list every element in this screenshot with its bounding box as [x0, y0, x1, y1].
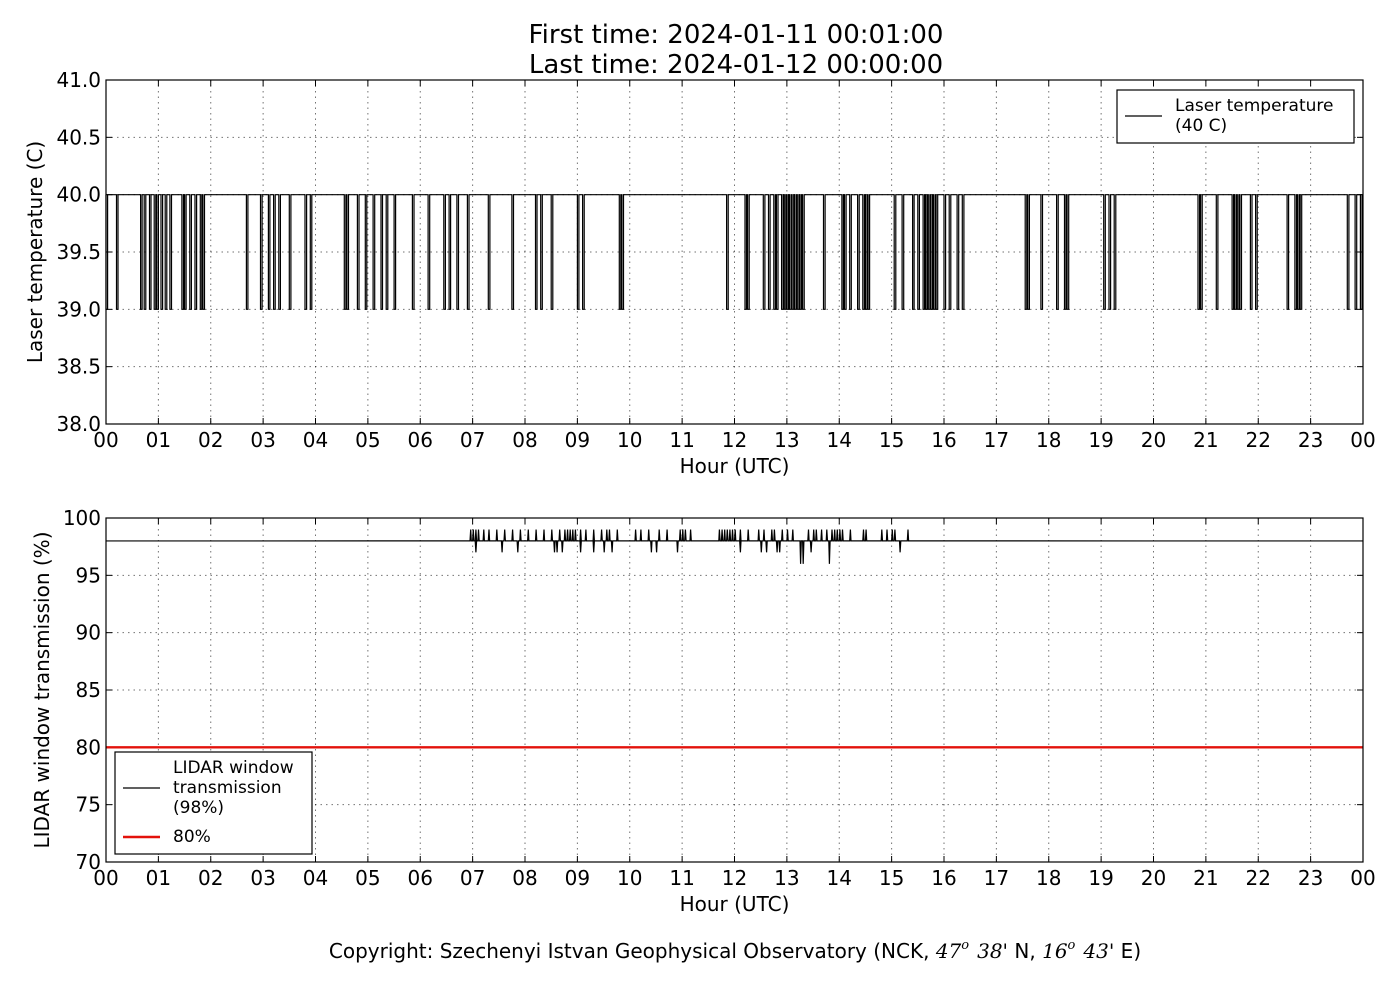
x-tick-label: 15 — [879, 866, 904, 890]
latitude-degree-symbol: o — [961, 938, 969, 953]
x-tick-label: 05 — [355, 866, 380, 890]
chart-title-line-2: Last time: 2024-01-12 00:00:00 — [529, 50, 943, 80]
y-tick-label: 39.5 — [56, 240, 101, 264]
latitude-degrees: 47 — [935, 939, 962, 963]
x-tick-label: 01 — [146, 428, 171, 452]
x-tick-label: 00 — [93, 428, 118, 452]
x-tick-label: 02 — [198, 866, 223, 890]
y-tick-label: 38.5 — [56, 355, 101, 379]
y-axis-label: LIDAR window transmission (%) — [30, 532, 54, 849]
x-tick-label: 14 — [827, 866, 852, 890]
x-tick-label: 16 — [931, 428, 956, 452]
x-tick-label: 18 — [1036, 428, 1061, 452]
plot-frame — [105, 517, 1364, 863]
legend-entry-label: 80% — [173, 827, 211, 847]
x-tick-label: 20 — [1141, 428, 1166, 452]
y-tick-label: 90 — [76, 621, 101, 645]
legend-entry-label: LIDAR window transmission (98%) — [173, 758, 294, 818]
x-tick-label: 18 — [1036, 866, 1061, 890]
x-tick-label: 08 — [512, 866, 537, 890]
latitude-minutes: 38' — [977, 939, 1008, 963]
x-tick-label: 11 — [669, 866, 694, 890]
laser-temperature-line — [105, 194, 1364, 310]
x-tick-label: 16 — [931, 866, 956, 890]
plot-frame — [105, 79, 1364, 425]
x-tick-label: 20 — [1141, 866, 1166, 890]
y-tick-label: 40.0 — [56, 183, 101, 207]
x-tick-label: 03 — [250, 866, 275, 890]
x-tick-label: 04 — [303, 866, 328, 890]
y-tick-label: 85 — [76, 678, 101, 702]
x-tick-label: 02 — [198, 428, 223, 452]
copyright-prefix: Copyright: Szechenyi Istvan Geophysical … — [329, 939, 936, 963]
x-tick-label: 21 — [1193, 866, 1218, 890]
x-tick-label: 22 — [1246, 866, 1271, 890]
y-tick-label: 80 — [76, 735, 101, 759]
x-tick-label: 09 — [565, 428, 590, 452]
lidar-transmission-panel: 00 01 02 03 04 05 06 07 08 09 10 11 12 13 14 15 16 17 18 19… — [30, 506, 1376, 916]
y-tick-label: 100 — [63, 506, 101, 530]
longitude-suffix: E) — [1114, 939, 1141, 963]
x-tick-label: 21 — [1193, 428, 1218, 452]
x-tick-label: 00 — [1350, 428, 1375, 452]
y-tick-label: 40.5 — [56, 125, 101, 149]
copyright-footer: Copyright: Szechenyi Istvan Geophysical … — [329, 938, 1141, 963]
x-tick-label: 04 — [303, 428, 328, 452]
x-tick-label: 14 — [827, 428, 852, 452]
x-tick-label: 07 — [460, 866, 485, 890]
x-tick-label: 23 — [1298, 866, 1323, 890]
x-tick-label: 08 — [512, 428, 537, 452]
x-tick-label: 00 — [93, 866, 118, 890]
x-tick-label: 09 — [565, 866, 590, 890]
x-tick-label: 15 — [879, 428, 904, 452]
x-tick-label: 19 — [1088, 866, 1113, 890]
x-tick-label: 17 — [984, 866, 1009, 890]
x-tick-label: 06 — [408, 428, 433, 452]
y-tick-label: 39.0 — [56, 297, 101, 321]
x-axis-label: Hour (UTC) — [680, 454, 790, 478]
y-tick-label: 95 — [76, 563, 101, 587]
x-tick-label: 05 — [355, 428, 380, 452]
x-tick-label: 23 — [1298, 428, 1323, 452]
lidar-transmission-line — [105, 529, 1364, 564]
chart-title-line-1: First time: 2024-01-11 00:01:00 — [529, 20, 944, 50]
y-tick-label: 75 — [76, 793, 101, 817]
y-tick-label: 41.0 — [56, 68, 101, 92]
y-tick-label: 70 — [76, 850, 101, 874]
x-tick-label: 22 — [1246, 428, 1271, 452]
longitude-degree-symbol: o — [1068, 938, 1076, 953]
x-tick-label: 06 — [408, 866, 433, 890]
x-tick-label: 12 — [722, 866, 747, 890]
legend-entry-label: Laser temperature (40 C) — [1175, 96, 1333, 136]
x-tick-label: 10 — [617, 866, 642, 890]
x-tick-label: 03 — [250, 428, 275, 452]
longitude-minutes: 43' — [1082, 939, 1114, 963]
laser-temperature-panel: 00 01 02 03 04 05 06 07 08 09 10 11 12 13 14 15 16 17 18 19… — [23, 68, 1376, 478]
x-tick-label: 13 — [774, 866, 799, 890]
x-tick-label: 01 — [146, 866, 171, 890]
latitude-suffix: N, — [1008, 939, 1042, 963]
x-tick-label: 07 — [460, 428, 485, 452]
x-tick-label: 10 — [617, 428, 642, 452]
x-tick-label: 11 — [669, 428, 694, 452]
legend-box — [1116, 89, 1355, 144]
y-axis-label: Laser temperature (C) — [23, 141, 47, 363]
x-tick-label: 00 — [1350, 866, 1375, 890]
x-tick-label: 19 — [1088, 428, 1113, 452]
y-tick-label: 38.0 — [56, 412, 101, 436]
x-tick-label: 12 — [722, 428, 747, 452]
longitude-degrees: 16 — [1042, 939, 1068, 963]
x-tick-label: 13 — [774, 428, 799, 452]
x-tick-label: 17 — [984, 428, 1009, 452]
x-axis-label: Hour (UTC) — [680, 892, 790, 916]
